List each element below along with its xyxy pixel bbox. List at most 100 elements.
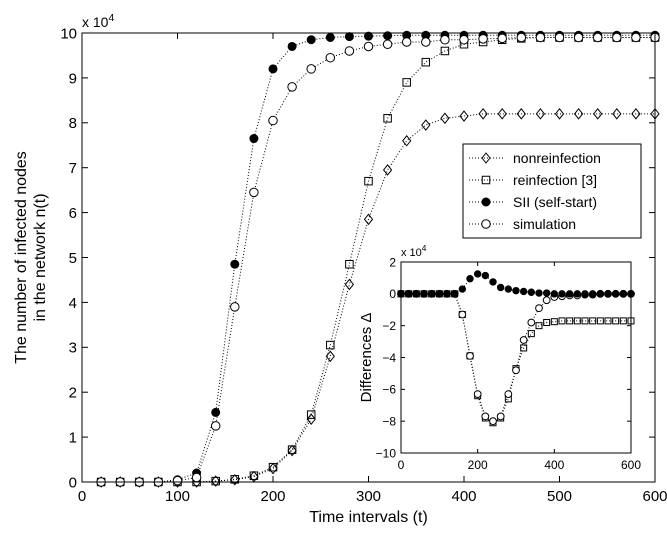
inset-y-axis-label: Differences Δ [358,313,375,403]
main-data-point [287,444,297,457]
main-data-point [364,31,373,41]
inset-data-point [619,317,627,325]
main-data-point [382,39,393,49]
main-x-tick-label: 0 [78,488,86,505]
inset-data-point [412,290,421,298]
inset-data-point [481,271,490,280]
inset-data-point [589,317,597,325]
inset-data-point [443,290,451,298]
inset-data-point [604,290,612,298]
legend-label: nonreinfection [513,150,601,166]
main-data-point [172,475,183,486]
main-data-point [287,41,297,51]
main-y-axis-label-line: The number of infected nodes [13,151,30,364]
main-y-tick-label: 4 [69,295,77,312]
inset-data-point [550,318,558,326]
main-data-point [593,108,603,120]
main-x-tick-label: 100 [165,488,190,505]
main-y-axis-label: The number of infected nodes in the netwo… [13,151,49,364]
inset-data-point [573,290,582,298]
inset-data-point [542,289,551,297]
main-data-point [612,32,622,43]
main-data-point [573,108,584,120]
legend-box [462,143,642,239]
main-data-point [421,37,431,47]
legend-marker [481,175,491,185]
inset-data-point [496,412,505,421]
inset-plot: 0 200 400 600 2 0 −2 −4 −6 −8 −10 x 104 Differences … [358,243,641,472]
inset-data-point [458,285,467,293]
main-data-point [363,41,374,52]
main-x-tick-label: 400 [451,488,476,505]
main-data-point [440,46,450,56]
inset-x-tick-label: 600 [621,458,641,472]
main-y-tick-label: 8 [69,115,77,132]
main-data-point [402,78,411,87]
inset-data-point [450,290,459,298]
main-y-axis-label-line: in the network n(t) [32,193,49,321]
inset-data-point [519,336,528,344]
main-y-tick-label: 3 [69,340,77,357]
main-x-tick-label: 600 [642,488,667,505]
main-y-tick-label: 10 [60,25,77,42]
inset-data-point [519,287,528,296]
main-data-point [306,64,316,74]
legend-marker [481,219,491,229]
main-data-point [210,421,221,431]
main-data-point [383,114,392,123]
legend-marker [481,197,491,207]
inset-data-point [558,290,566,298]
main-data-point [421,57,431,67]
inset-y-exponent: 4 [422,243,427,253]
main-y-tick-label: 0 [69,474,77,491]
inset-data-point [527,288,536,296]
main-data-point [268,64,278,74]
main-y-multiplier: x 104 [82,12,114,30]
inset-data-point [535,304,543,313]
inset-data-point [581,290,589,298]
main-data-point [268,462,278,472]
main-data-point [401,37,412,47]
inset-y-tick-label: −10 [376,446,397,460]
inset-data-point [489,417,497,426]
inset-y-tick-label: −6 [382,383,396,397]
main-x-tick-label: 300 [356,488,381,505]
main-data-point [535,108,546,120]
main-y-tick-label: 1 [69,430,77,447]
main-y-tick-label: 7 [69,160,77,177]
inset-data-point [558,317,566,325]
inset-data-point [512,286,520,295]
main-data-point [363,213,374,226]
main-data-point [631,108,641,120]
inset-data-point [542,296,551,305]
inset-data-point [489,278,497,286]
inset-data-point [535,289,543,297]
inset-series-2 [397,270,635,298]
inset-x-tick-label: 400 [544,458,564,472]
inset-x-tick-label: 0 [398,458,405,472]
main-y-tick-label: 2 [69,385,77,402]
main-data-point [325,32,335,42]
main-y-tick-label: 5 [69,250,77,267]
inset-data-point [611,290,620,298]
main-data-point [631,32,641,43]
inset-data-point [496,283,505,292]
main-data-point [592,32,603,43]
main-data-point [345,259,354,269]
inset-axes-frame [400,261,632,454]
main-data-point [516,32,527,43]
main-data-point [554,32,565,43]
inset-data-point [504,390,513,399]
main-data-point [497,108,507,120]
main-data-point [191,472,202,483]
main-data-point [306,35,316,45]
inset-y-tick-label: 2 [389,255,396,269]
main-y-tick-label: 6 [69,205,77,222]
inset-data-point [473,270,482,278]
inset-data-point [520,344,528,352]
legend: nonreinfection reinfection [3] SII (self-s… [462,143,642,239]
main-data-point [211,407,221,417]
inset-y-tick-label: −4 [382,351,396,365]
main-data-point [497,33,507,44]
